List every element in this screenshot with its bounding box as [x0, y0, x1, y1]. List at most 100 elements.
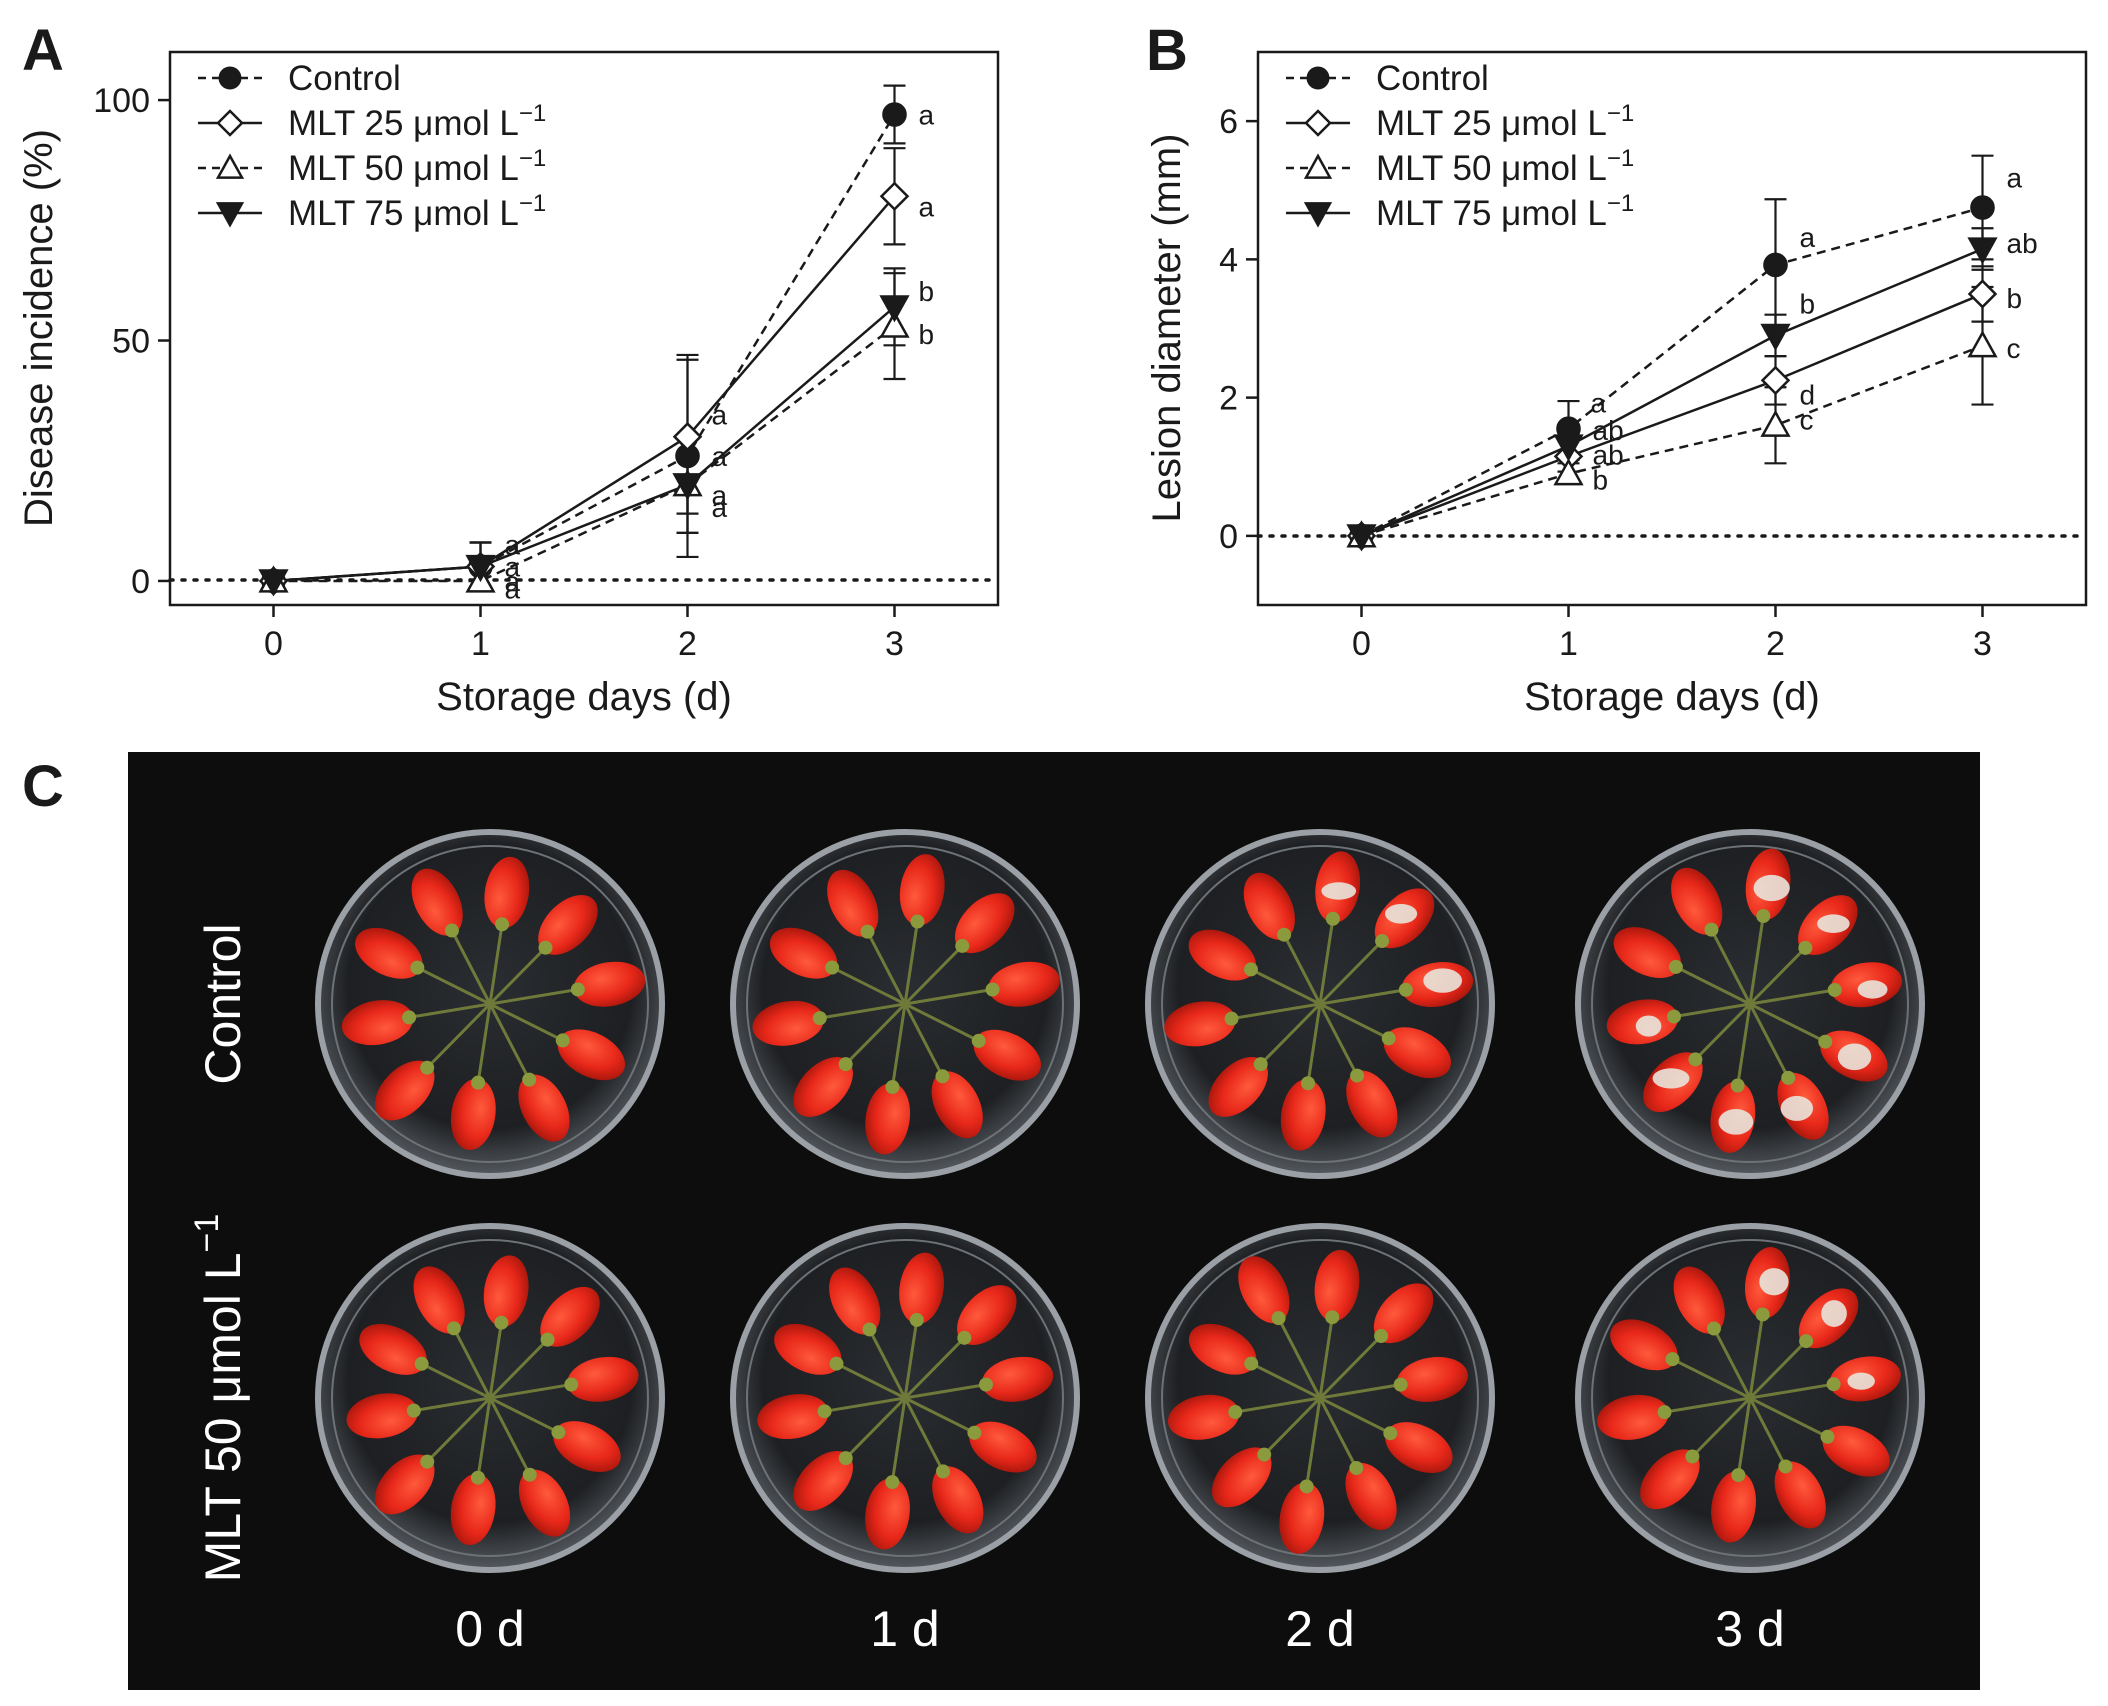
legend-label: Control [1376, 59, 1489, 98]
calyx [936, 1464, 951, 1479]
data-point-1 [1970, 195, 1995, 220]
legend-label: MLT 75 μmol L−1 [288, 190, 546, 233]
petri-dish [315, 1223, 665, 1573]
dish-inner-rim [1591, 845, 1909, 1163]
goji-berry [969, 1421, 1037, 1473]
goji-berry [931, 1071, 983, 1139]
goji-berry [899, 1252, 944, 1325]
x-tick-label: 3 [885, 625, 904, 663]
goji-berry [375, 1454, 435, 1515]
data-point-4 [465, 554, 496, 583]
goji-berry [450, 1078, 496, 1151]
mold-lesion [1384, 903, 1418, 924]
goji-berry [774, 1323, 842, 1375]
series-line-3 [273, 325, 896, 583]
calyx [1253, 1057, 1268, 1072]
goji-berry [1238, 1256, 1290, 1324]
calyx [1706, 1321, 1721, 1336]
calyx [470, 1470, 485, 1485]
calyx [1704, 922, 1719, 937]
calyx [1375, 934, 1390, 949]
calyx [570, 982, 585, 997]
day-label: 0 d [455, 1601, 525, 1657]
goji-berry [450, 1473, 496, 1546]
goji-berry [1212, 1447, 1272, 1508]
goji-berry [932, 1466, 984, 1534]
x-tick-label: 0 [1352, 625, 1371, 663]
x-tick-label: 2 [678, 625, 697, 663]
calyx [1668, 959, 1683, 974]
calyx [985, 982, 1000, 997]
series-line-3 [1361, 344, 1983, 538]
series-lines-a [273, 113, 896, 583]
series-line-2 [1361, 292, 1983, 538]
calyx [862, 1322, 877, 1337]
calyx [1243, 962, 1258, 977]
legend-label: MLT 25 μmol L−1 [1376, 100, 1634, 143]
goji-berry [1373, 1283, 1434, 1344]
calyx [1820, 1429, 1835, 1444]
significance-letter: a [919, 100, 935, 131]
calyx [1826, 1377, 1841, 1392]
goji-berry [1610, 1319, 1678, 1371]
goji-berry [1167, 1394, 1240, 1440]
calyx [522, 1072, 537, 1087]
y-tick-label: 100 [93, 82, 150, 120]
data-point-4 [1553, 434, 1584, 462]
calyx [1731, 1468, 1746, 1483]
significance-letter: c [2007, 333, 2021, 364]
goji-berry [1383, 1027, 1452, 1079]
goji-berry [865, 1477, 910, 1550]
x-axis-title-a: Storage days (d) [436, 675, 732, 719]
data-point-4 [1760, 323, 1791, 351]
dish-inner-rim [331, 845, 649, 1163]
significance-letter: c [1800, 404, 1814, 435]
calyx [967, 1425, 982, 1440]
goji-berry [793, 1450, 853, 1511]
y-tick-label: 0 [131, 563, 150, 601]
legend-label-sup: −1 [519, 100, 546, 127]
data-point-1 [1763, 252, 1788, 278]
calyx [420, 1060, 435, 1075]
goji-berry [374, 1060, 435, 1121]
goji-berry [355, 927, 423, 979]
mold-lesion [1780, 1095, 1814, 1121]
mold-lesion [1837, 1043, 1872, 1071]
goji-berry [752, 1000, 824, 1046]
data-point-4 [672, 473, 703, 501]
goji-berry [973, 1029, 1041, 1081]
calyx [860, 924, 875, 939]
goji-berry [988, 961, 1060, 1007]
significance-letter: a [1591, 388, 1607, 419]
calyx [1666, 1009, 1681, 1024]
goji-berry [483, 1255, 529, 1327]
data-point-3 [1967, 330, 1998, 358]
calyx [555, 1033, 570, 1048]
y-tick-label: 50 [112, 323, 150, 361]
calyx [978, 1377, 993, 1392]
significance-letter: b [1800, 288, 1816, 319]
y-axis-title-a: Disease incidence (%) [17, 129, 61, 527]
calyx [1393, 1377, 1408, 1392]
significance-letter: b [2007, 283, 2023, 314]
calyx [885, 1475, 900, 1490]
calyx [564, 1377, 579, 1392]
data-point-2 [1760, 365, 1791, 396]
data-markers-b [1346, 195, 1998, 552]
calyx [446, 1321, 461, 1336]
legend-label: Control [288, 59, 401, 98]
data-point-3 [1760, 409, 1791, 437]
goji-berry [865, 1082, 911, 1155]
goji-berry [1711, 1470, 1756, 1543]
calyx [825, 960, 840, 975]
data-point-4 [1967, 237, 1998, 265]
calyx [1325, 1310, 1340, 1325]
calyx [495, 917, 510, 932]
significance-letter: a [505, 566, 521, 597]
dish-inner-rim [1161, 845, 1479, 1163]
goji-berry [413, 1266, 465, 1334]
petri-dish [1575, 1223, 1925, 1573]
